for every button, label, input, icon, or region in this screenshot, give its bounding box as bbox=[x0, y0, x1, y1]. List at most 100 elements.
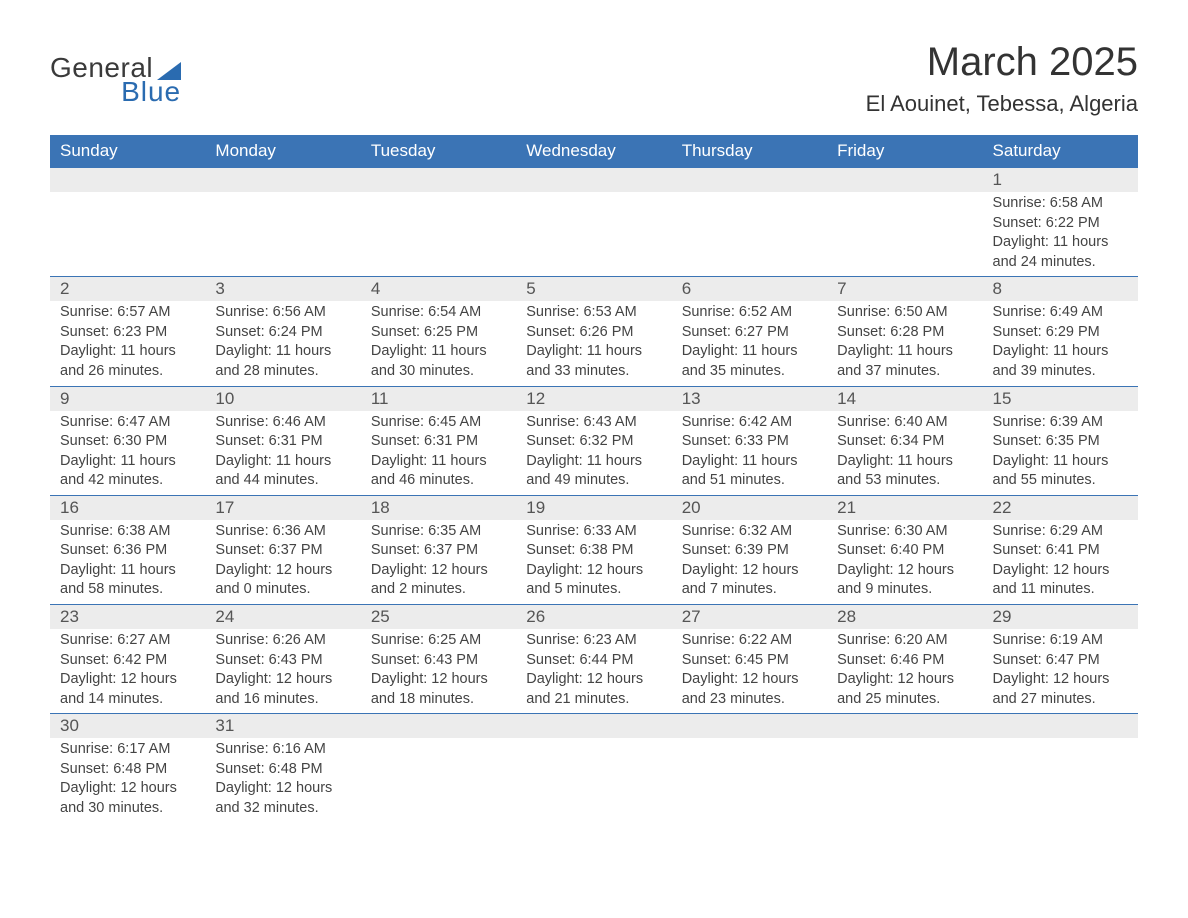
day-cell-body: Sunrise: 6:16 AMSunset: 6:48 PMDaylight:… bbox=[205, 738, 360, 822]
day-cell-body: Sunrise: 6:26 AMSunset: 6:43 PMDaylight:… bbox=[205, 629, 360, 714]
day-number: 22 bbox=[983, 496, 1138, 520]
day-number: 2 bbox=[50, 277, 205, 301]
day-details bbox=[361, 738, 516, 764]
day-cell-num: 28 bbox=[827, 605, 982, 630]
day-number: 27 bbox=[672, 605, 827, 629]
day-details: Sunrise: 6:30 AMSunset: 6:40 PMDaylight:… bbox=[827, 520, 982, 604]
day-number: 9 bbox=[50, 387, 205, 411]
day-cell-body: Sunrise: 6:49 AMSunset: 6:29 PMDaylight:… bbox=[983, 301, 1138, 386]
day-number: 29 bbox=[983, 605, 1138, 629]
day-cell-body: Sunrise: 6:54 AMSunset: 6:25 PMDaylight:… bbox=[361, 301, 516, 386]
day-cell-num: 13 bbox=[672, 386, 827, 411]
day-details: Sunrise: 6:58 AMSunset: 6:22 PMDaylight:… bbox=[983, 192, 1138, 276]
day-number: 1 bbox=[983, 168, 1138, 192]
day-details bbox=[672, 192, 827, 218]
day-cell-num: 4 bbox=[361, 277, 516, 302]
day-cell-num: 14 bbox=[827, 386, 982, 411]
day-cell-num bbox=[361, 714, 516, 739]
day-cell-num: 3 bbox=[205, 277, 360, 302]
day-cell-body: Sunrise: 6:42 AMSunset: 6:33 PMDaylight:… bbox=[672, 411, 827, 496]
day-cell-num: 8 bbox=[983, 277, 1138, 302]
day-number: 16 bbox=[50, 496, 205, 520]
day-number: 10 bbox=[205, 387, 360, 411]
day-number bbox=[827, 168, 982, 192]
day-details: Sunrise: 6:54 AMSunset: 6:25 PMDaylight:… bbox=[361, 301, 516, 385]
day-cell-num bbox=[361, 168, 516, 193]
day-cell-num: 22 bbox=[983, 495, 1138, 520]
day-cell-body: Sunrise: 6:56 AMSunset: 6:24 PMDaylight:… bbox=[205, 301, 360, 386]
day-cell-num bbox=[983, 714, 1138, 739]
day-details: Sunrise: 6:16 AMSunset: 6:48 PMDaylight:… bbox=[205, 738, 360, 822]
weekday-header-row: SundayMondayTuesdayWednesdayThursdayFrid… bbox=[50, 135, 1138, 168]
day-number: 26 bbox=[516, 605, 671, 629]
day-cell-num: 15 bbox=[983, 386, 1138, 411]
day-cell-num bbox=[827, 168, 982, 193]
day-cell-body: Sunrise: 6:53 AMSunset: 6:26 PMDaylight:… bbox=[516, 301, 671, 386]
day-cell-body: Sunrise: 6:35 AMSunset: 6:37 PMDaylight:… bbox=[361, 520, 516, 605]
day-details: Sunrise: 6:22 AMSunset: 6:45 PMDaylight:… bbox=[672, 629, 827, 713]
day-cell-num: 17 bbox=[205, 495, 360, 520]
day-number: 11 bbox=[361, 387, 516, 411]
daybody-row: Sunrise: 6:17 AMSunset: 6:48 PMDaylight:… bbox=[50, 738, 1138, 822]
daynum-row: 9101112131415 bbox=[50, 386, 1138, 411]
day-cell-body: Sunrise: 6:47 AMSunset: 6:30 PMDaylight:… bbox=[50, 411, 205, 496]
logo: General Blue bbox=[50, 54, 181, 106]
day-details: Sunrise: 6:43 AMSunset: 6:32 PMDaylight:… bbox=[516, 411, 671, 495]
day-cell-num: 2 bbox=[50, 277, 205, 302]
daynum-row: 1 bbox=[50, 168, 1138, 193]
day-cell-num: 7 bbox=[827, 277, 982, 302]
day-cell-body bbox=[827, 738, 982, 822]
day-number: 4 bbox=[361, 277, 516, 301]
day-number: 30 bbox=[50, 714, 205, 738]
day-cell-body bbox=[672, 738, 827, 822]
day-number: 20 bbox=[672, 496, 827, 520]
daynum-row: 23242526272829 bbox=[50, 605, 1138, 630]
day-details: Sunrise: 6:46 AMSunset: 6:31 PMDaylight:… bbox=[205, 411, 360, 495]
day-cell-num: 24 bbox=[205, 605, 360, 630]
day-cell-body bbox=[50, 192, 205, 277]
day-cell-body: Sunrise: 6:32 AMSunset: 6:39 PMDaylight:… bbox=[672, 520, 827, 605]
daybody-row: Sunrise: 6:47 AMSunset: 6:30 PMDaylight:… bbox=[50, 411, 1138, 496]
day-details: Sunrise: 6:27 AMSunset: 6:42 PMDaylight:… bbox=[50, 629, 205, 713]
day-number: 8 bbox=[983, 277, 1138, 301]
daynum-row: 16171819202122 bbox=[50, 495, 1138, 520]
day-cell-body: Sunrise: 6:50 AMSunset: 6:28 PMDaylight:… bbox=[827, 301, 982, 386]
day-details: Sunrise: 6:33 AMSunset: 6:38 PMDaylight:… bbox=[516, 520, 671, 604]
day-details: Sunrise: 6:32 AMSunset: 6:39 PMDaylight:… bbox=[672, 520, 827, 604]
day-cell-num: 29 bbox=[983, 605, 1138, 630]
day-details bbox=[50, 192, 205, 218]
weekday-header: Sunday bbox=[50, 135, 205, 168]
day-cell-body: Sunrise: 6:22 AMSunset: 6:45 PMDaylight:… bbox=[672, 629, 827, 714]
day-cell-num: 21 bbox=[827, 495, 982, 520]
day-cell-body bbox=[361, 738, 516, 822]
title-block: March 2025 El Aouinet, Tebessa, Algeria bbox=[866, 40, 1138, 117]
day-number: 28 bbox=[827, 605, 982, 629]
day-number bbox=[516, 714, 671, 738]
day-details: Sunrise: 6:29 AMSunset: 6:41 PMDaylight:… bbox=[983, 520, 1138, 604]
day-cell-body bbox=[205, 192, 360, 277]
day-details: Sunrise: 6:25 AMSunset: 6:43 PMDaylight:… bbox=[361, 629, 516, 713]
day-cell-num: 26 bbox=[516, 605, 671, 630]
day-cell-body: Sunrise: 6:58 AMSunset: 6:22 PMDaylight:… bbox=[983, 192, 1138, 277]
daybody-row: Sunrise: 6:57 AMSunset: 6:23 PMDaylight:… bbox=[50, 301, 1138, 386]
month-title: March 2025 bbox=[866, 40, 1138, 85]
day-number: 25 bbox=[361, 605, 516, 629]
day-details: Sunrise: 6:52 AMSunset: 6:27 PMDaylight:… bbox=[672, 301, 827, 385]
day-details bbox=[983, 738, 1138, 764]
day-cell-num: 1 bbox=[983, 168, 1138, 193]
day-number: 19 bbox=[516, 496, 671, 520]
weekday-header: Tuesday bbox=[361, 135, 516, 168]
day-cell-body: Sunrise: 6:17 AMSunset: 6:48 PMDaylight:… bbox=[50, 738, 205, 822]
day-number bbox=[205, 168, 360, 192]
day-cell-num: 25 bbox=[361, 605, 516, 630]
day-cell-body: Sunrise: 6:45 AMSunset: 6:31 PMDaylight:… bbox=[361, 411, 516, 496]
day-cell-body: Sunrise: 6:25 AMSunset: 6:43 PMDaylight:… bbox=[361, 629, 516, 714]
day-cell-num: 5 bbox=[516, 277, 671, 302]
day-cell-body: Sunrise: 6:39 AMSunset: 6:35 PMDaylight:… bbox=[983, 411, 1138, 496]
weekday-header: Wednesday bbox=[516, 135, 671, 168]
day-cell-num: 30 bbox=[50, 714, 205, 739]
day-cell-num: 18 bbox=[361, 495, 516, 520]
day-cell-body bbox=[672, 192, 827, 277]
day-cell-num: 19 bbox=[516, 495, 671, 520]
day-details: Sunrise: 6:42 AMSunset: 6:33 PMDaylight:… bbox=[672, 411, 827, 495]
